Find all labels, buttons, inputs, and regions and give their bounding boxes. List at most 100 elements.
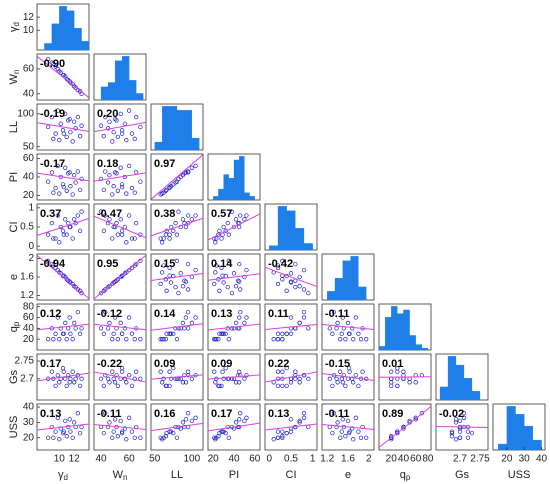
scatter-point <box>71 320 77 326</box>
scatter-point <box>297 420 302 425</box>
scatter-point <box>161 263 166 268</box>
correlation-label: -0.22 <box>97 358 122 370</box>
scatter-point <box>98 123 104 128</box>
scatter-point <box>111 130 116 135</box>
scatter-point <box>339 331 344 336</box>
scatter-point <box>45 56 51 62</box>
scatter-point <box>132 190 137 195</box>
scatter-point <box>174 337 180 342</box>
scatter-point <box>79 326 84 331</box>
y-tick-label: 50 <box>23 141 35 152</box>
scatter-point <box>193 315 198 320</box>
scatter-point <box>107 217 112 222</box>
scatter-point <box>331 411 337 416</box>
scatter-point <box>334 424 339 430</box>
scatter-point <box>118 320 123 326</box>
correlation-label: 0.13 <box>40 408 61 420</box>
histogram-bar <box>463 377 473 401</box>
axis-label: qp <box>8 321 21 332</box>
scatter-point <box>233 217 239 222</box>
scatter-point <box>219 265 224 270</box>
scatter-point <box>237 315 242 320</box>
histogram-bar <box>239 156 245 201</box>
scatter-point <box>275 383 281 388</box>
scatter-point <box>73 376 78 381</box>
correlation-label: 0.13 <box>268 408 289 420</box>
scatter-point <box>112 116 118 122</box>
correlation-label: 0.20 <box>97 108 118 120</box>
scatter-point <box>220 429 225 434</box>
scatter-point <box>126 213 132 218</box>
scatter-point <box>71 119 77 124</box>
x-tick-label: 100 <box>184 454 201 465</box>
scatter-point <box>229 326 235 331</box>
y-tick-label: 30 <box>23 417 35 428</box>
scatter-point <box>112 380 118 385</box>
correlation-label: 0.37 <box>40 208 61 220</box>
scatter-point <box>161 435 166 440</box>
scatter-point <box>335 420 340 425</box>
scatter-point <box>407 418 412 424</box>
scatter-point <box>158 435 163 440</box>
scatter-point <box>364 337 369 342</box>
correlation-label: 0.18 <box>97 158 118 170</box>
scatter-point <box>335 320 340 326</box>
scatter-point <box>223 331 228 336</box>
scatter-point <box>183 170 189 175</box>
histogram-bar <box>327 291 336 301</box>
y-tick-label: 20 <box>23 432 35 443</box>
scatter-point <box>288 380 294 385</box>
histogram-bar <box>213 196 219 201</box>
axis-label-main: LL <box>171 469 183 481</box>
scatter-point <box>297 284 302 289</box>
scatter-point <box>71 420 77 425</box>
scatter-point <box>164 187 169 193</box>
scatter-point <box>183 417 189 422</box>
scatter-point <box>171 366 176 371</box>
fit-line <box>36 55 90 99</box>
scatter-point <box>465 429 471 434</box>
scatter-point <box>124 240 129 245</box>
scatter-point <box>161 190 166 195</box>
scatter-point <box>237 224 242 230</box>
scatter-point <box>51 136 56 141</box>
scatter-point <box>115 232 121 237</box>
x-tick-label: 0 <box>267 454 273 465</box>
histogram-bar <box>403 309 410 351</box>
histogram-bar <box>244 192 250 201</box>
scatter-point <box>111 184 116 189</box>
scatter-point <box>395 369 400 374</box>
scatter-point <box>103 169 108 174</box>
x-tick-label: 80 <box>422 454 434 465</box>
scatter-point <box>58 121 63 126</box>
histogram-bar <box>161 106 170 151</box>
scatter-point <box>178 224 183 230</box>
scatter-point <box>288 315 294 320</box>
scatter-point <box>180 420 186 425</box>
scatter-point <box>226 258 231 264</box>
scatter-point <box>167 331 172 336</box>
scatter-point <box>350 326 355 331</box>
scatter-point <box>71 173 77 178</box>
scatter-point <box>49 369 55 374</box>
correlation-label: 0.14 <box>211 258 233 270</box>
scatter-point <box>112 170 118 175</box>
fit-line <box>207 374 261 380</box>
histogram-bar <box>421 348 429 351</box>
scatter-point <box>110 139 115 144</box>
scatter-point <box>334 376 339 381</box>
fit-line <box>264 266 318 288</box>
correlation-label: -0.90 <box>40 58 65 70</box>
scatter-point <box>61 369 66 374</box>
correlation-label: -0.17 <box>40 158 65 170</box>
scatter-point <box>159 380 165 385</box>
scatter-point <box>185 411 191 416</box>
scatter-point <box>164 383 169 388</box>
scatter-point <box>119 331 125 336</box>
correlation-label: 0.22 <box>268 358 289 370</box>
scatter-point <box>176 209 181 214</box>
scatter-point <box>237 279 242 284</box>
x-tick-label: 20 <box>386 454 398 465</box>
scatter-point <box>158 369 163 374</box>
axis-label: CI <box>286 469 297 481</box>
